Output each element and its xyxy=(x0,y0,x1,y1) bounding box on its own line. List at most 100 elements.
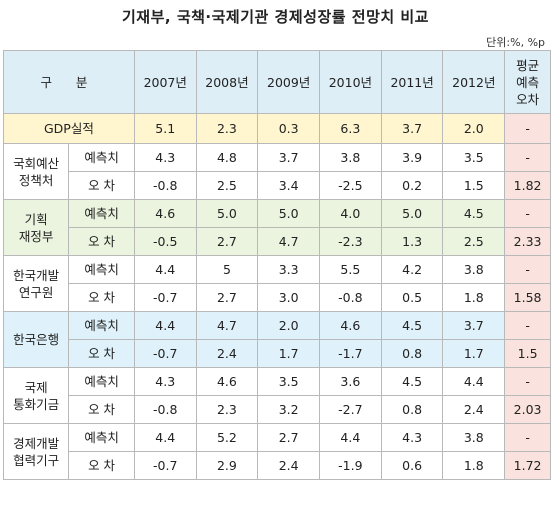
forecast-label: 예측치 xyxy=(68,199,135,228)
forecast-value: 3.8 xyxy=(442,255,506,284)
error-label: 오 차 xyxy=(68,395,135,424)
error-value: 3.0 xyxy=(257,283,321,312)
forecast-avg: - xyxy=(504,367,551,396)
gdp-value: 2.0 xyxy=(442,113,506,144)
error-value: 2.9 xyxy=(195,451,259,480)
error-value: -0.8 xyxy=(319,283,382,312)
error-row: 오 차 -0.7 2.9 2.4 -1.9 0.6 1.8 1.72 xyxy=(3,451,551,480)
forecast-value: 3.9 xyxy=(380,143,444,172)
forecast-value: 5.0 xyxy=(195,199,259,228)
avg-error-header: 평균 예측 오차 xyxy=(504,50,551,114)
error-label: 오 차 xyxy=(68,283,135,312)
group-name-line: 재정부 xyxy=(18,228,54,244)
group-name: 한국개발 연구원 xyxy=(2,255,70,312)
error-value: 2.5 xyxy=(442,227,506,256)
group-name: 경제개발 협력기구 xyxy=(2,423,70,480)
forecast-value: 4.3 xyxy=(380,423,444,452)
forecast-value: 3.8 xyxy=(442,423,506,452)
forecast-avg: - xyxy=(504,255,551,284)
year-header: 2009년 xyxy=(257,50,321,114)
unit-note: 단위:%, %p xyxy=(486,36,545,49)
error-value: 2.4 xyxy=(257,451,321,480)
forecast-row: 국회예산 정책처 예측치 4.3 4.8 3.7 3.8 3.9 3.5 - xyxy=(2,143,551,200)
group-name-line: 통화기금 xyxy=(13,396,60,412)
error-label: 오 차 xyxy=(68,227,135,256)
group-name-line: 협력기구 xyxy=(13,452,60,468)
group-name: 한국은행 xyxy=(2,311,70,368)
forecast-value: 4.3 xyxy=(133,367,197,396)
forecast-value: 4.4 xyxy=(442,367,506,396)
error-value: -0.8 xyxy=(133,171,197,200)
header-row: 구 분 2007년 2008년 2009년 2010년 2011년 2012년 … xyxy=(3,50,551,114)
group-name-line: 경제개발 xyxy=(13,435,60,451)
error-value: 3.4 xyxy=(257,171,321,200)
forecast-value: 4.5 xyxy=(380,367,444,396)
error-value: -0.5 xyxy=(133,227,197,256)
forecast-row: 국제 통화기금 예측치 4.3 4.6 3.5 3.6 4.5 4.4 - xyxy=(2,367,551,424)
forecast-value: 4.8 xyxy=(195,143,259,172)
forecast-value: 5 xyxy=(195,255,259,284)
forecast-value: 4.6 xyxy=(319,311,382,340)
forecast-label: 예측치 xyxy=(68,423,135,452)
error-value: 1.8 xyxy=(442,283,506,312)
forecast-value: 3.7 xyxy=(257,143,321,172)
gdp-label: GDP실적 xyxy=(3,113,135,144)
gdp-value: 2.3 xyxy=(195,113,259,144)
year-header: 2011년 xyxy=(380,50,444,114)
error-value: 0.5 xyxy=(380,283,444,312)
forecast-label: 예측치 xyxy=(68,367,135,396)
gdp-value: 5.1 xyxy=(133,113,197,144)
error-label: 오 차 xyxy=(68,171,135,200)
forecast-value: 4.5 xyxy=(380,311,444,340)
error-value: 1.8 xyxy=(442,451,506,480)
forecast-value: 4.7 xyxy=(195,311,259,340)
forecast-value: 3.5 xyxy=(257,367,321,396)
error-avg: 1.82 xyxy=(504,171,551,200)
error-value: -2.3 xyxy=(319,227,382,256)
forecast-comparison-table: 구 분 2007년 2008년 2009년 2010년 2011년 2012년 … xyxy=(2,50,551,480)
error-value: 2.4 xyxy=(195,339,259,368)
group-name-line: 국제 xyxy=(24,379,48,395)
year-header: 2010년 xyxy=(319,50,382,114)
error-row: 오 차 -0.8 2.3 3.2 -2.7 0.8 2.4 2.03 xyxy=(3,395,551,424)
forecast-value: 3.3 xyxy=(257,255,321,284)
forecast-value: 4.2 xyxy=(380,255,444,284)
group-name-line: 한국은행 xyxy=(13,332,60,347)
error-value: 1.7 xyxy=(257,339,321,368)
error-value: 2.7 xyxy=(195,283,259,312)
forecast-value: 5.2 xyxy=(195,423,259,452)
error-value: -2.5 xyxy=(319,171,382,200)
error-value: 4.7 xyxy=(257,227,321,256)
group-name-line: 정책처 xyxy=(18,172,54,188)
error-value: 0.2 xyxy=(380,171,444,200)
error-value: -1.7 xyxy=(319,339,382,368)
forecast-label: 예측치 xyxy=(68,143,135,172)
group-name-line: 기획 xyxy=(24,211,48,227)
group-name: 기획 재정부 xyxy=(2,199,70,256)
year-header: 2012년 xyxy=(442,50,506,114)
error-row: 오 차 -0.7 2.7 3.0 -0.8 0.5 1.8 1.58 xyxy=(3,283,551,312)
error-avg: 1.5 xyxy=(504,339,551,368)
error-value: -0.7 xyxy=(133,451,197,480)
group-name-line: 한국개발 xyxy=(13,267,60,283)
group-name: 국제 통화기금 xyxy=(2,367,70,424)
error-avg: 1.58 xyxy=(504,283,551,312)
error-avg: 1.72 xyxy=(504,451,551,480)
error-label: 오 차 xyxy=(68,451,135,480)
forecast-avg: - xyxy=(504,199,551,228)
forecast-value: 3.8 xyxy=(319,143,382,172)
error-avg: 2.03 xyxy=(504,395,551,424)
error-row: 오 차 -0.7 2.4 1.7 -1.7 0.8 1.7 1.5 xyxy=(3,339,551,368)
forecast-value: 5.0 xyxy=(257,199,321,228)
error-value: 2.4 xyxy=(442,395,506,424)
avg-header-line: 예측 xyxy=(516,74,540,90)
gubun-header: 구 분 xyxy=(3,50,135,114)
year-header: 2007년 xyxy=(133,50,197,114)
avg-header-line: 평균 xyxy=(516,57,540,73)
error-value: 2.7 xyxy=(195,227,259,256)
forecast-value: 4.4 xyxy=(133,311,197,340)
gdp-value: 3.7 xyxy=(380,113,444,144)
forecast-avg: - xyxy=(504,143,551,172)
forecast-value: 4.3 xyxy=(133,143,197,172)
error-row: 오 차 -0.5 2.7 4.7 -2.3 1.3 2.5 2.33 xyxy=(3,227,551,256)
